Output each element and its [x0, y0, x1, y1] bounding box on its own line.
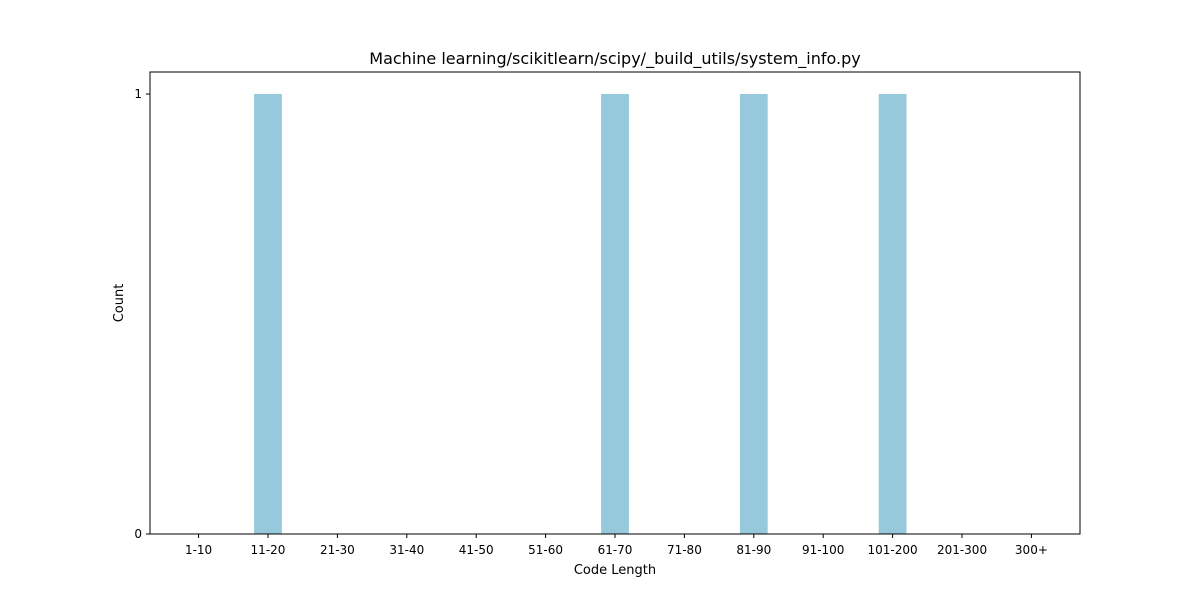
x-tick-label: 31-40: [389, 543, 424, 557]
y-tick-label: 1: [134, 87, 142, 101]
x-tick-label: 201-300: [937, 543, 987, 557]
bar-11-20: [254, 94, 282, 534]
bars-group: [254, 94, 907, 534]
x-tick-label: 41-50: [459, 543, 494, 557]
x-tick-label: 61-70: [598, 543, 633, 557]
x-tick-label: 71-80: [667, 543, 702, 557]
x-tick-label: 11-20: [251, 543, 286, 557]
x-tick-label: 300+: [1015, 543, 1048, 557]
chart-title: Machine learning/scikitlearn/scipy/_buil…: [369, 49, 860, 69]
y-axis-ticks: 01: [134, 87, 150, 541]
bar-61-70: [601, 94, 629, 534]
x-tick-label: 21-30: [320, 543, 355, 557]
x-axis-label: Code Length: [574, 563, 656, 578]
bar-81-90: [739, 94, 768, 534]
x-tick-label: 91-100: [802, 543, 845, 557]
y-tick-label: 0: [134, 527, 142, 541]
x-tick-label: 51-60: [528, 543, 563, 557]
x-tick-label: 1-10: [185, 543, 212, 557]
y-axis-label: Count: [112, 284, 127, 323]
x-axis-ticks: 1-10 11-20 21-30 31-40 41-50 51-60 61-70 71-80 8…: [185, 534, 1048, 557]
bar-101-200: [878, 94, 907, 534]
x-tick-label: 101-200: [868, 543, 918, 557]
x-tick-label: 81-90: [736, 543, 771, 557]
